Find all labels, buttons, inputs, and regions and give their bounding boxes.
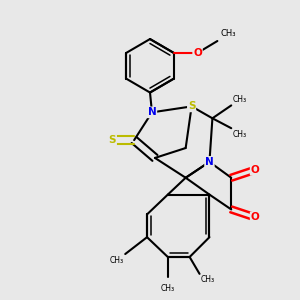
Text: N: N <box>205 157 214 167</box>
Text: CH₃: CH₃ <box>233 95 247 104</box>
Text: CH₃: CH₃ <box>233 130 247 139</box>
Text: S: S <box>188 101 195 111</box>
Text: CH₃: CH₃ <box>161 284 175 293</box>
Text: O: O <box>250 165 260 175</box>
Text: CH₃: CH₃ <box>110 256 124 265</box>
Text: O: O <box>193 48 202 58</box>
Text: O: O <box>250 212 260 222</box>
Text: N: N <box>148 107 156 117</box>
Text: CH₃: CH₃ <box>201 275 215 284</box>
Text: CH₃: CH₃ <box>220 29 236 38</box>
Text: S: S <box>109 135 116 145</box>
